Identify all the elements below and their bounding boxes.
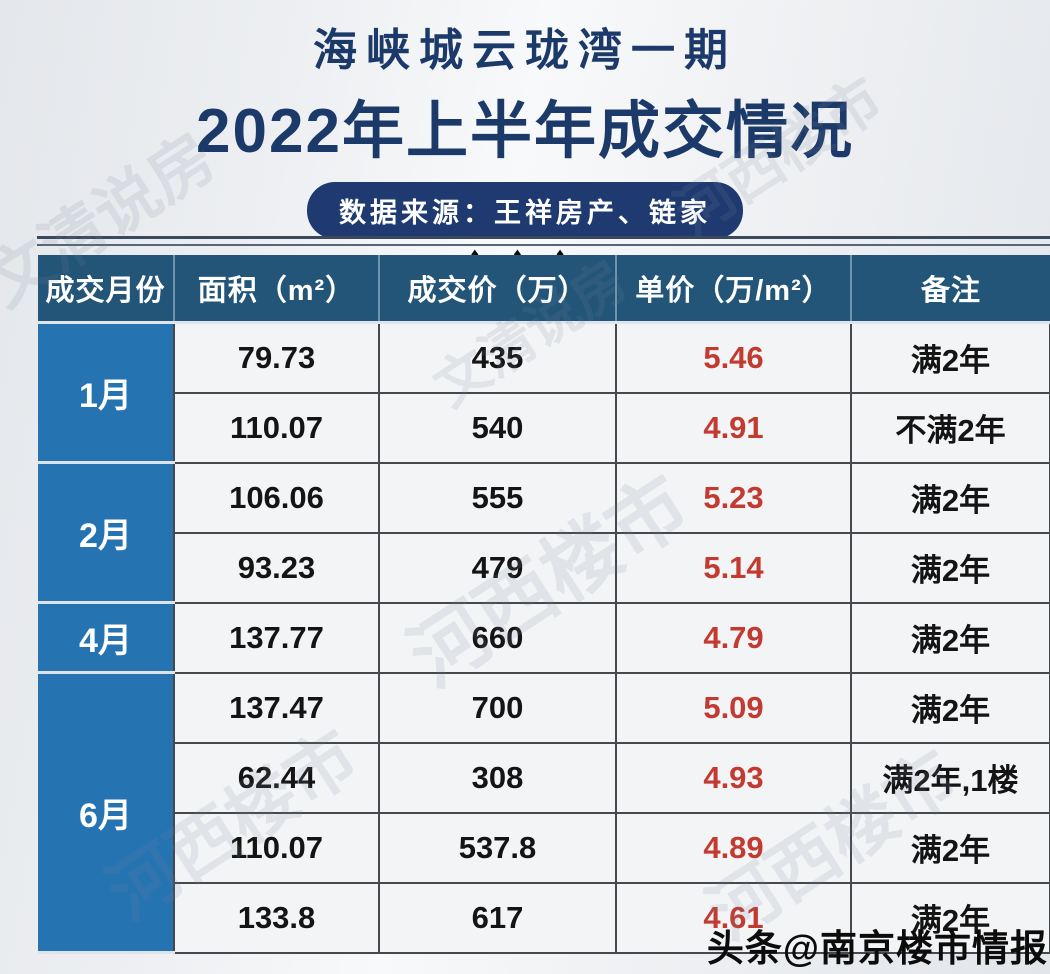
- price-cell: 555: [378, 461, 617, 534]
- table-header-row: 成交月份 面积（m²） 成交价（万） 单价（万/m²） 备注: [38, 255, 1050, 324]
- transactions-table: 成交月份 面积（m²） 成交价（万） 单价（万/m²） 备注 1月 79.73 …: [38, 255, 1050, 954]
- transactions-table-container: 成交月份 面积（m²） 成交价（万） 单价（万/m²） 备注 1月 79.73 …: [38, 255, 1050, 954]
- data-source-badge: 数据来源：王祥房产、链家: [307, 182, 743, 239]
- area-cell: 62.44: [173, 741, 380, 814]
- month-cell: 4月: [38, 602, 175, 674]
- month-cell: 2月: [38, 462, 175, 604]
- unit-price-cell: 4.91: [615, 391, 852, 464]
- table-row: 2月 106.06 555 5.23 满2年: [38, 461, 1050, 604]
- column-header-area: 面积（m²）: [174, 255, 380, 324]
- note-cell: 满2年: [850, 811, 1050, 884]
- price-cell: 700: [378, 671, 617, 744]
- area-cell: 110.07: [173, 391, 380, 464]
- table-row: 110.07 540 4.91 不满2年: [38, 391, 1050, 464]
- area-cell: 79.73: [173, 321, 380, 394]
- double-rule-divider: [37, 236, 1050, 246]
- table-row: 93.23 479 5.14 满2年: [38, 531, 1050, 604]
- column-header-month: 成交月份: [38, 255, 175, 324]
- price-cell: 617: [378, 881, 617, 954]
- area-cell: 106.06: [173, 461, 380, 534]
- note-cell: 满2年: [850, 881, 1050, 954]
- table-row: 6月 137.47 700 5.09 满2年: [38, 671, 1050, 954]
- table-row: 110.07 537.8 4.89 满2年: [38, 811, 1050, 884]
- table-row: 62.44 308 4.93 满2年,1楼: [38, 741, 1050, 814]
- note-cell: 满2年: [850, 531, 1050, 604]
- price-cell: 537.8: [378, 811, 617, 884]
- price-cell: 308: [378, 741, 617, 814]
- note-cell: 满2年: [850, 461, 1050, 534]
- column-header-price: 成交价（万）: [379, 255, 617, 324]
- column-header-unit-price: 单价（万/m²）: [616, 255, 852, 324]
- area-cell: 110.07: [173, 811, 380, 884]
- area-cell: 133.8: [173, 881, 380, 954]
- area-cell: 93.23: [173, 531, 380, 604]
- publisher-watermark: 头条@南京楼市情报: [706, 928, 1048, 969]
- unit-price-cell: 5.46: [615, 321, 852, 394]
- note-cell: 满2年: [850, 601, 1050, 674]
- unit-price-cell: 4.61: [615, 881, 852, 954]
- page-subtitle: 2022年上半年成交情况: [196, 97, 854, 166]
- note-cell: 满2年: [850, 671, 1050, 744]
- table-row: 133.8 617 4.61 满2年: [38, 881, 1050, 954]
- unit-price-cell: 4.79: [615, 601, 852, 674]
- header-section: 海峡城云珑湾一期 2022年上半年成交情况 数据来源：王祥房产、链家 ♦ ♦ ♦: [0, 0, 1050, 264]
- unit-price-cell: 4.89: [615, 811, 852, 884]
- price-cell: 479: [378, 531, 617, 604]
- price-cell: 660: [378, 601, 617, 674]
- note-cell: 满2年: [850, 321, 1050, 394]
- table-row: 4月 137.77 660 4.79 满2年: [38, 601, 1050, 674]
- price-cell: 435: [378, 321, 617, 394]
- note-cell: 不满2年: [850, 391, 1050, 464]
- price-cell: 540: [378, 391, 617, 464]
- area-cell: 137.47: [173, 671, 380, 744]
- area-cell: 137.77: [173, 601, 380, 674]
- month-cell: 1月: [38, 322, 175, 464]
- table-row: 1月 79.73 435 5.46 满2年: [38, 321, 1050, 464]
- unit-price-cell: 5.14: [615, 531, 852, 604]
- unit-price-cell: 5.09: [615, 671, 852, 744]
- unit-price-cell: 4.93: [615, 741, 852, 814]
- column-header-note: 备注: [851, 255, 1050, 324]
- unit-price-cell: 5.23: [615, 461, 852, 534]
- month-cell: 6月: [38, 672, 175, 954]
- page-title: 海峡城云珑湾一期: [313, 26, 737, 75]
- note-cell: 满2年,1楼: [850, 741, 1050, 814]
